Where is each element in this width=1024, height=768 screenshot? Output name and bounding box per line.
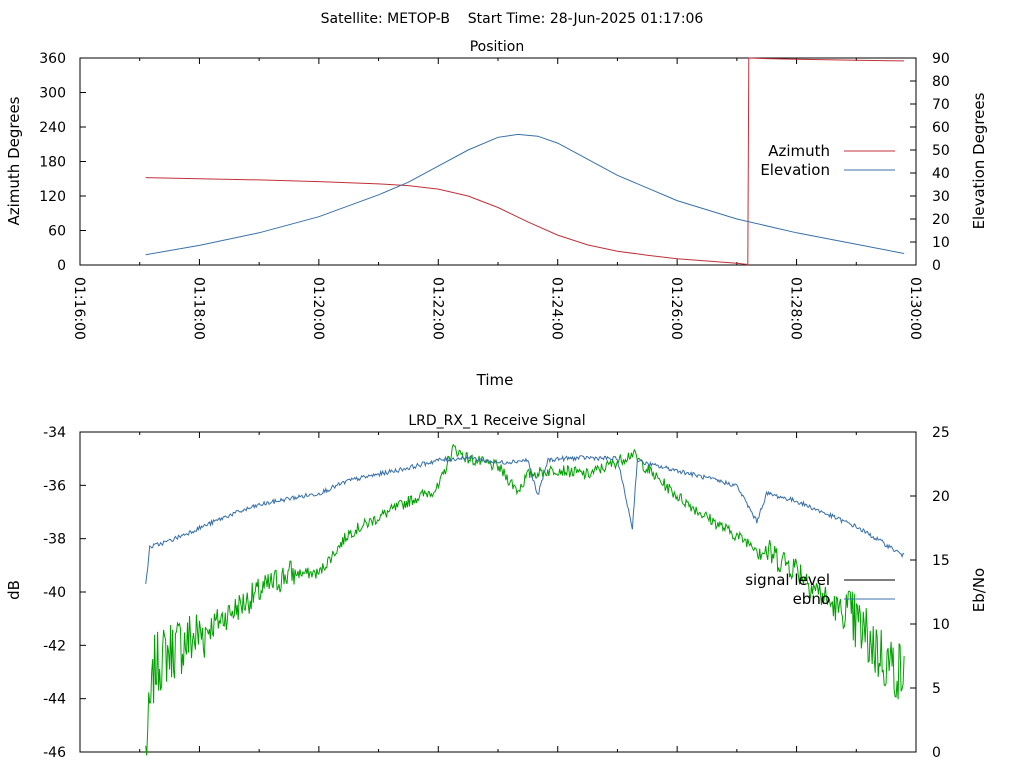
db-tick-label: -46 bbox=[43, 745, 66, 761]
signal-time-axis-ticks bbox=[79, 432, 917, 752]
time-tick-label: 01:28:00 bbox=[788, 277, 804, 340]
ebno-tick-label: 25 bbox=[932, 425, 950, 441]
legend-label-signal-level: signal level bbox=[745, 571, 830, 589]
elevation-tick-label: 50 bbox=[932, 143, 950, 159]
azimuth-tick-label: 0 bbox=[57, 258, 66, 274]
db-tick-label: -38 bbox=[43, 532, 66, 548]
db-tick-label: -34 bbox=[43, 425, 66, 441]
elevation-tick-label: 0 bbox=[932, 258, 941, 274]
db-axis-ticks: -46 -44 -42 -40 -38 -36 -34 bbox=[43, 425, 86, 761]
db-axis-label: dB bbox=[5, 580, 23, 600]
ebno-tick-label: 5 bbox=[932, 681, 941, 697]
azimuth-tick-label: 360 bbox=[39, 51, 66, 67]
elevation-tick-label: 30 bbox=[932, 189, 950, 205]
time-tick-label: 01:20:00 bbox=[310, 277, 326, 340]
legend-label-azimuth: Azimuth bbox=[768, 142, 830, 160]
azimuth-axis-ticks: 0 60 120 180 240 300 360 bbox=[39, 51, 86, 274]
legend-label-elevation: Elevation bbox=[760, 161, 830, 179]
ebno-tick-label: 15 bbox=[932, 553, 950, 569]
ebno-tick-label: 20 bbox=[932, 489, 950, 505]
series-line-ebno bbox=[145, 454, 905, 584]
time-tick-label: 01:24:00 bbox=[549, 277, 565, 340]
db-tick-label: -40 bbox=[43, 585, 66, 601]
db-tick-label: -36 bbox=[43, 478, 66, 494]
series-line-signal-level bbox=[145, 443, 905, 756]
time-tick-label: 01:30:00 bbox=[907, 277, 923, 340]
signal-chart-title: LRD_RX_1 Receive Signal bbox=[408, 413, 585, 429]
position-series bbox=[145, 57, 905, 266]
azimuth-tick-label: 120 bbox=[39, 189, 66, 205]
elevation-tick-label: 20 bbox=[932, 212, 950, 228]
azimuth-tick-label: 300 bbox=[39, 86, 66, 102]
position-chart-title: Position bbox=[470, 39, 525, 55]
elevation-tick-label: 90 bbox=[932, 51, 950, 67]
elevation-axis-ticks: 0 10 20 30 40 50 60 70 80 90 bbox=[910, 51, 950, 274]
signal-series bbox=[145, 443, 905, 756]
time-tick-label: 01:16:00 bbox=[71, 277, 87, 340]
elevation-tick-label: 80 bbox=[932, 74, 950, 90]
elevation-tick-label: 70 bbox=[932, 97, 950, 113]
legend-label-ebno: ebno bbox=[793, 590, 830, 608]
azimuth-tick-label: 240 bbox=[39, 120, 66, 136]
time-tick-label: 01:22:00 bbox=[429, 277, 445, 340]
series-line-azimuth bbox=[145, 57, 905, 266]
time-tick-label: 01:18:00 bbox=[190, 277, 206, 340]
azimuth-tick-label: 180 bbox=[39, 155, 66, 171]
page-header: Satellite: METOP-B Start Time: 28-Jun-20… bbox=[321, 11, 704, 27]
elevation-tick-label: 60 bbox=[932, 120, 950, 136]
time-axis-ticks: 01:16:00 01:18:00 01:20:00 01:22:00 01:24:00… bbox=[71, 58, 923, 340]
elevation-tick-label: 10 bbox=[932, 235, 950, 251]
signal-plot-area bbox=[79, 431, 917, 753]
elevation-tick-label: 40 bbox=[932, 166, 950, 182]
series-line-elevation bbox=[145, 133, 905, 256]
ebno-tick-label: 10 bbox=[932, 617, 950, 633]
position-legend: Azimuth Elevation bbox=[760, 142, 895, 179]
signal-legend: signal level ebno bbox=[745, 571, 895, 608]
db-tick-label: -42 bbox=[43, 638, 66, 654]
time-tick-label: 01:26:00 bbox=[668, 277, 684, 340]
ebno-axis-label: Eb/No bbox=[970, 568, 988, 612]
db-tick-label: -44 bbox=[43, 692, 66, 708]
azimuth-axis-label: Azimuth Degrees bbox=[5, 96, 23, 225]
ebno-tick-label: 0 bbox=[932, 745, 941, 761]
time-axis-label: Time bbox=[476, 371, 514, 389]
signal-chart: LRD_RX_1 Receive Signal -46-44-42-40-38-… bbox=[5, 413, 988, 761]
ebno-axis-ticks: 0 5 10 15 20 25 bbox=[910, 425, 950, 761]
elevation-axis-label: Elevation Degrees bbox=[970, 92, 988, 229]
azimuth-tick-label: 60 bbox=[48, 224, 66, 240]
position-chart: Position 0 60 120 180 240 300 360 0 10 20 30 40 50 6… bbox=[5, 39, 988, 389]
